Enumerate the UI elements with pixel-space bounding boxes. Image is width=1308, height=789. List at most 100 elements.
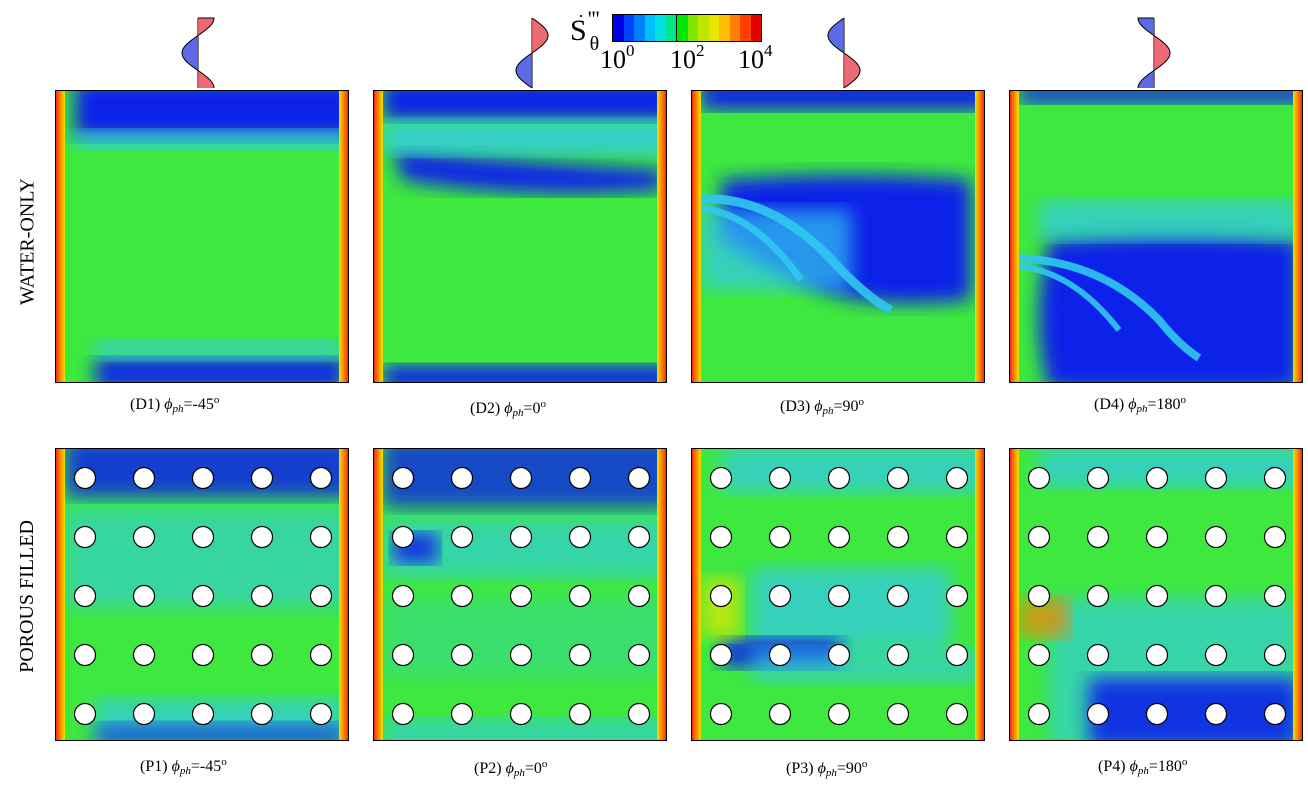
- panel-border: [691, 90, 985, 383]
- panel-d4: [1009, 90, 1303, 383]
- hot-wall: [691, 448, 701, 741]
- phase-wave-icon-d1: [181, 17, 215, 89]
- cylinder: [945, 584, 969, 608]
- cylinder: [450, 525, 474, 549]
- cylinder: [568, 466, 592, 490]
- cylinder: [309, 643, 333, 667]
- cold-wall: [1293, 448, 1303, 741]
- cylinder: [132, 584, 156, 608]
- cylinder: [1027, 584, 1051, 608]
- cylinder: [1027, 525, 1051, 549]
- cylinder: [1086, 702, 1110, 726]
- cylinder: [250, 525, 274, 549]
- cylinder: [391, 643, 415, 667]
- colorbar-swatch: [623, 15, 634, 41]
- transition-region: [383, 120, 667, 155]
- colorbar-swatch: [644, 15, 655, 41]
- cylinder: [509, 466, 533, 490]
- wave-blue-lobe: [182, 18, 198, 88]
- hot-wall: [55, 90, 65, 383]
- cylinder: [1204, 466, 1228, 490]
- colorbar-tick-4: 104: [738, 41, 773, 74]
- cylinder: [73, 525, 97, 549]
- transition-region: [383, 718, 667, 741]
- cold-wall: [975, 448, 985, 741]
- cylinder: [1086, 584, 1110, 608]
- cylinder: [191, 525, 215, 549]
- cylinder: [309, 702, 333, 726]
- low-entropy-region: [1019, 90, 1303, 103]
- panel-p3: [691, 448, 985, 741]
- wave-curve: [515, 17, 549, 89]
- cylinder: [132, 525, 156, 549]
- cylinder: [250, 702, 274, 726]
- cylinder: [568, 525, 592, 549]
- cold-wall: [975, 90, 985, 383]
- panel-p4: [1009, 448, 1303, 741]
- cylinder: [73, 584, 97, 608]
- low-entropy-region: [383, 365, 667, 383]
- plume-streak: [691, 194, 894, 315]
- phase-wave-icon-d2: [515, 17, 549, 89]
- cylinder: [568, 702, 592, 726]
- wave-curve: [1137, 17, 1171, 89]
- cylinder: [1086, 643, 1110, 667]
- cylinder: [1145, 584, 1169, 608]
- cylinder: [886, 702, 910, 726]
- cylinder: [709, 466, 733, 490]
- cylinder: [1027, 466, 1051, 490]
- colorbar-swatch: [750, 15, 761, 41]
- cylinder: [1204, 584, 1228, 608]
- low-entropy-region: [393, 150, 663, 194]
- wave-blue-lobe: [1138, 18, 1154, 88]
- cylinder: [1086, 525, 1110, 549]
- caption-p2: (P2) ϕph=0o: [474, 758, 548, 779]
- transition-region: [721, 448, 985, 493]
- transition-region: [75, 130, 349, 150]
- plume-streak: [1009, 263, 1122, 332]
- colorbar-swatch: [655, 15, 666, 41]
- caption-d2: (D2) ϕph=0o: [470, 398, 547, 419]
- low-entropy-region: [383, 90, 667, 120]
- phase-wave-icon-d4: [1137, 17, 1171, 89]
- cold-wall: [657, 448, 667, 741]
- caption-d4: (D4) ϕph=180o: [1094, 394, 1187, 415]
- cylinder: [509, 643, 533, 667]
- cylinder: [191, 584, 215, 608]
- cylinder: [391, 525, 415, 549]
- cylinder: [627, 525, 651, 549]
- wave-red-lobe: [844, 18, 860, 88]
- low-entropy-region: [701, 90, 985, 110]
- cylinder: [768, 466, 792, 490]
- cylinder: [1027, 643, 1051, 667]
- panel-border: [55, 90, 349, 383]
- cylinder: [827, 525, 851, 549]
- colorbar-swatch: [634, 15, 645, 41]
- cold-wall: [339, 448, 349, 741]
- wave-curve: [827, 17, 861, 89]
- cylinder: [768, 702, 792, 726]
- cylinder: [827, 702, 851, 726]
- cylinder: [1263, 466, 1287, 490]
- colorbar-swatch: [687, 15, 698, 41]
- cylinder: [827, 584, 851, 608]
- caption-p3: (P3) ϕph=90o: [786, 758, 868, 779]
- cylinder: [250, 466, 274, 490]
- cylinder: [827, 466, 851, 490]
- cylinder: [709, 702, 733, 726]
- cylinder: [73, 702, 97, 726]
- cylinder: [709, 584, 733, 608]
- cold-wall: [1293, 90, 1303, 383]
- cylinder: [391, 466, 415, 490]
- hot-wall: [55, 448, 65, 741]
- caption-d1: (D1) ϕph=-45o: [130, 394, 220, 415]
- cylinder: [191, 466, 215, 490]
- row-label-porous-filled: POROUS FILLED: [16, 520, 38, 673]
- wave-blue-lobe: [516, 18, 532, 88]
- colorbar-swatch: [719, 15, 730, 41]
- panel-d2: [373, 90, 667, 383]
- cylinder: [509, 702, 533, 726]
- transition-region: [95, 340, 345, 360]
- panel-border: [55, 448, 349, 741]
- panel-d3: [691, 90, 985, 383]
